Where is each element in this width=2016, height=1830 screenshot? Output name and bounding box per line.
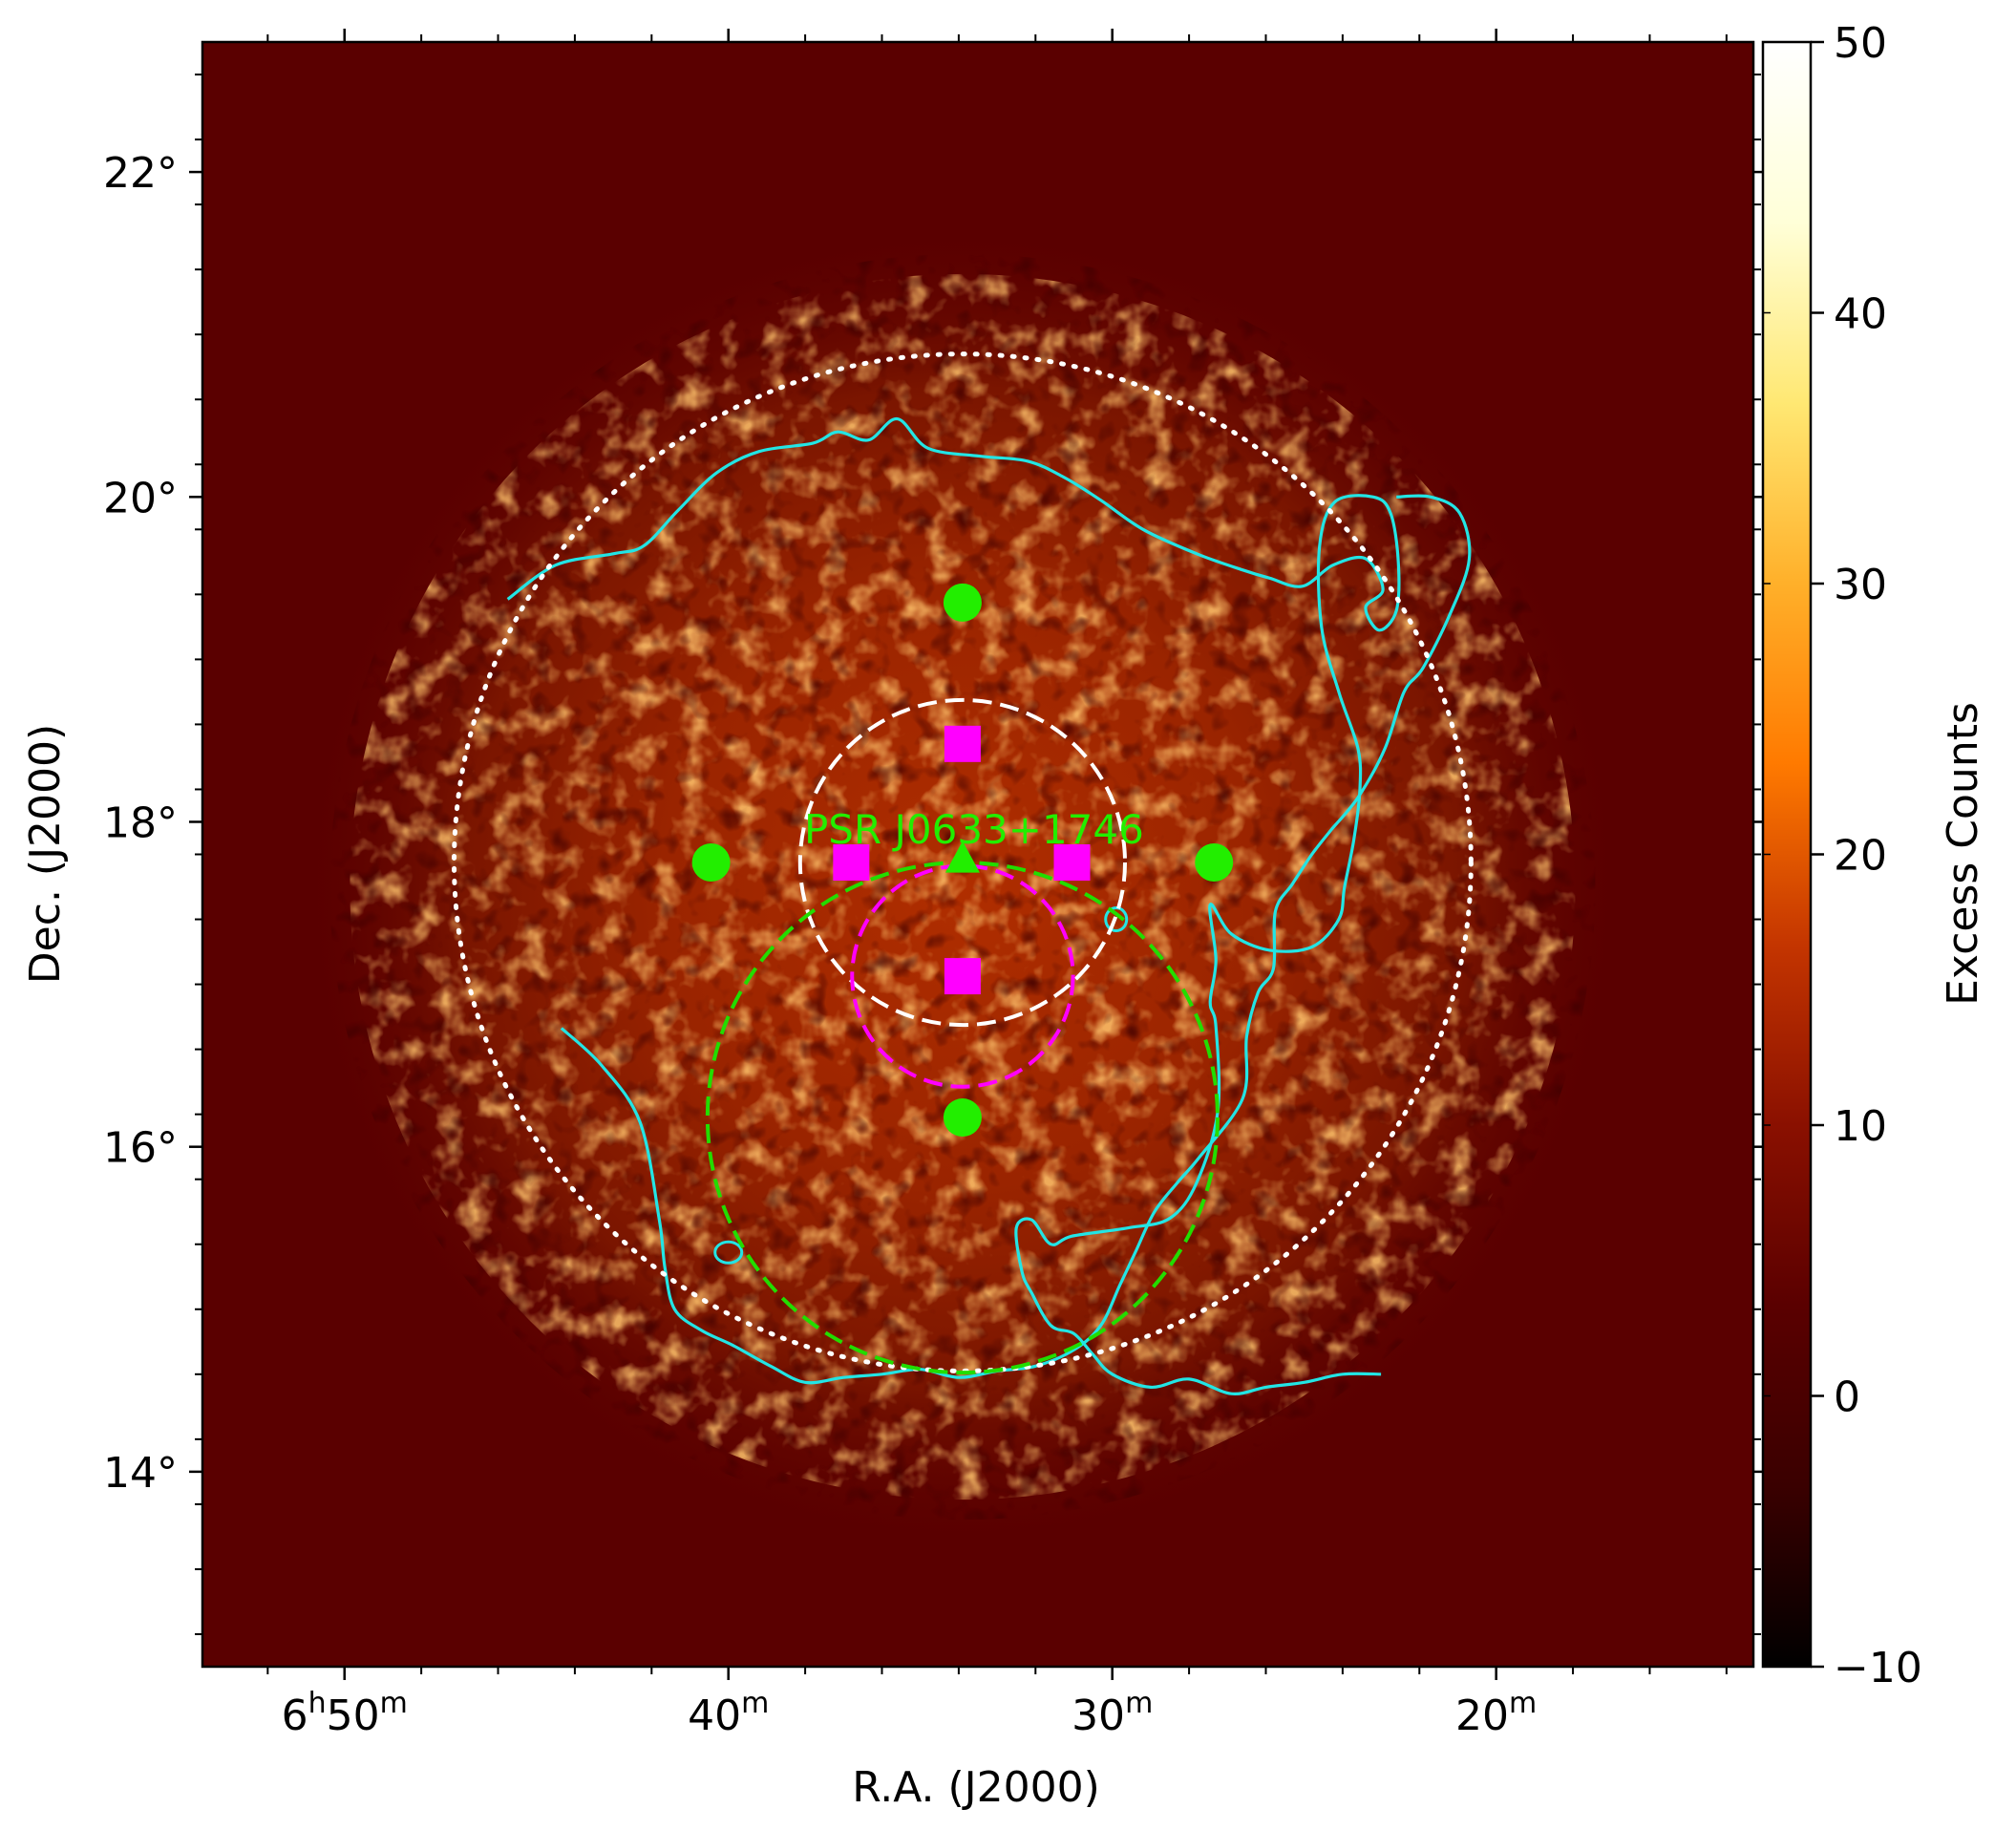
x-tick-label: 30m (1072, 1687, 1153, 1740)
green-dot-left (691, 843, 731, 883)
x-tick-label: 20m (1455, 1687, 1537, 1740)
colorbar-tick-label: 40 (1834, 290, 1887, 339)
y-tick-label: 16° (103, 1124, 178, 1173)
magenta-square-right (1053, 844, 1091, 882)
contour-island-left (713, 1240, 744, 1265)
x-tick-min-unit: m (741, 1687, 769, 1720)
colorbar-tick-label: 20 (1834, 832, 1887, 881)
green-dot-bottom (943, 1098, 982, 1138)
green-dot-top (943, 583, 982, 622)
x-tick-hour: 6 (282, 1692, 308, 1740)
colorbar-tick-label: 0 (1834, 1373, 1860, 1422)
x-tick-label: 40m (688, 1687, 769, 1740)
x-tick-min: 30 (1072, 1692, 1125, 1740)
y-tick-label: 20° (103, 474, 178, 522)
x-tick-min: 40 (688, 1692, 741, 1740)
psr-triangle (944, 841, 980, 873)
x-tick-min: 50 (327, 1692, 380, 1740)
y-axis: 22° 20° 18° 16° 14° (103, 74, 1767, 1635)
x-axis-title: R.A. (J2000) (852, 1763, 1100, 1812)
colorbar-tick-label: 50 (1834, 19, 1887, 68)
x-tick-min-unit: m (1509, 1687, 1537, 1720)
colorbar: 50 40 30 20 10 0 −10 (1761, 19, 1922, 1692)
contour-island-right (1104, 906, 1129, 933)
contour-lines (506, 417, 1472, 1395)
x-tick-min-unit: m (1125, 1687, 1153, 1720)
x-tick-label: 6h50m (282, 1687, 408, 1740)
y-tick-label: 18° (103, 798, 178, 847)
colorbar-tick-label: 30 (1834, 561, 1887, 609)
dashed-magenta-circle (850, 863, 1075, 1089)
inner-dashed-white-circle (797, 697, 1128, 1028)
x-tick-min-unit: m (380, 1687, 408, 1720)
x-tick-min: 20 (1455, 1692, 1509, 1740)
outer-contour (506, 417, 1401, 1395)
colorbar-title: Excess Counts (1939, 702, 1987, 1006)
magenta-square-top (944, 725, 981, 762)
colorbar-tick-label: 10 (1834, 1102, 1887, 1151)
y-axis-title: Dec. (J2000) (21, 724, 70, 984)
magenta-square-left (833, 844, 870, 882)
source-markers (691, 583, 1234, 1138)
inner-contour (560, 494, 1472, 1385)
colorbar-tick-label: −10 (1834, 1644, 1922, 1692)
psr-label: PSR J0633+1746 (804, 806, 1144, 853)
x-axis: 6h50m 40m 30m 20m (266, 29, 1728, 1740)
y-tick-label: 22° (103, 149, 178, 198)
magenta-square-bottom (944, 958, 981, 995)
emission-voids (329, 253, 1596, 1521)
annotations: PSR J0633+1746 (804, 806, 1144, 853)
excess-counts-heatmap (296, 221, 1629, 1553)
y-tick-label: 14° (103, 1449, 178, 1498)
green-dot-right (1195, 843, 1234, 883)
x-tick-hour-unit: h (308, 1687, 327, 1720)
